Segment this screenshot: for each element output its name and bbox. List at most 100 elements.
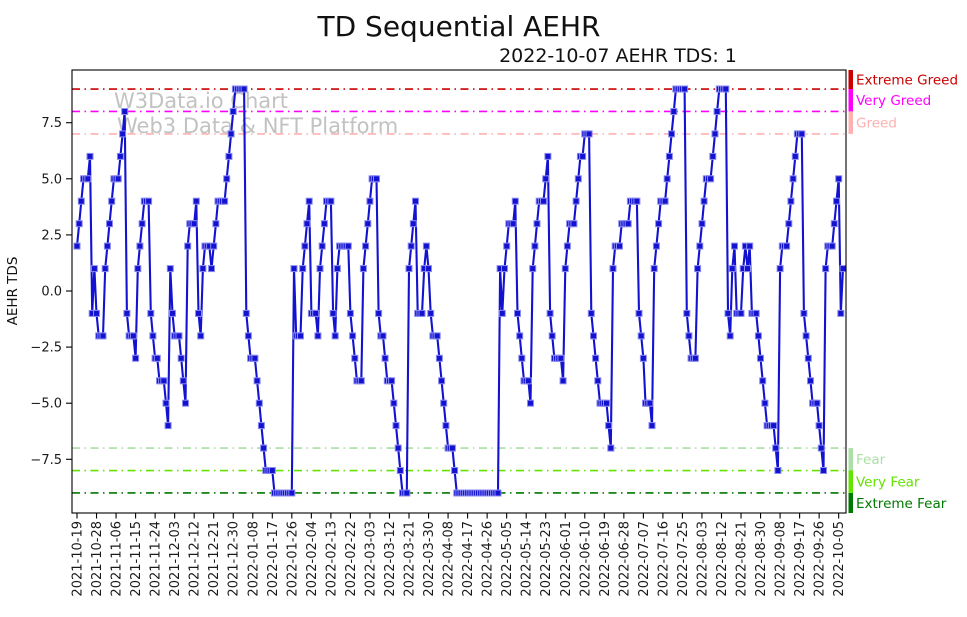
- x-tick-label: 2022-08-30: [754, 521, 769, 597]
- data-point-marker: [373, 175, 380, 183]
- data-point-marker: [366, 197, 374, 205]
- y-tick-label: 7.5: [41, 116, 62, 131]
- data-point-marker: [661, 197, 669, 205]
- data-point-marker: [707, 175, 715, 183]
- data-point-marker: [103, 242, 111, 250]
- data-point-marker: [833, 197, 840, 205]
- data-point-marker: [698, 220, 706, 228]
- data-point-marker: [425, 265, 432, 273]
- data-point-marker: [134, 265, 142, 273]
- data-point-marker: [605, 422, 613, 430]
- data-point-marker: [114, 175, 122, 183]
- data-point-marker: [412, 197, 419, 205]
- data-point-marker: [251, 354, 259, 362]
- threshold-label-greed: Greed: [856, 116, 897, 132]
- x-tick-label: 2022-07-07: [637, 521, 652, 597]
- data-point-marker: [670, 108, 678, 115]
- data-point-marker: [700, 197, 708, 205]
- threshold-label-very-greed: Very Greed: [856, 93, 931, 109]
- x-tick-label: 2022-01-17: [266, 521, 281, 597]
- data-point-marker: [663, 175, 671, 183]
- data-point-marker: [242, 309, 250, 317]
- data-point-marker: [403, 489, 411, 497]
- data-point-marker: [498, 309, 506, 317]
- data-point-marker: [116, 152, 124, 160]
- data-point-marker: [774, 467, 782, 474]
- data-point-marker: [709, 152, 717, 160]
- data-point-marker: [123, 309, 131, 317]
- data-point-marker: [655, 220, 663, 228]
- data-point-marker: [744, 265, 751, 273]
- chart-subtitle: 2022-10-07 AEHR TDS: 1: [499, 45, 737, 67]
- data-point-marker: [351, 354, 359, 362]
- data-point-marker: [435, 354, 443, 362]
- data-point-marker: [820, 467, 827, 474]
- data-point-marker: [835, 175, 843, 183]
- data-point-marker: [590, 332, 597, 340]
- data-point-marker: [119, 130, 127, 138]
- data-point-marker: [516, 332, 524, 340]
- x-tick-label: 2022-10-05: [832, 521, 847, 597]
- data-point-marker: [362, 242, 370, 250]
- data-point-marker: [132, 354, 140, 362]
- data-point-marker: [138, 220, 146, 228]
- data-point-marker: [574, 175, 582, 183]
- data-point-marker: [726, 332, 734, 340]
- data-point-marker: [503, 242, 511, 250]
- data-point-marker: [561, 265, 569, 273]
- data-point-marker: [381, 354, 389, 362]
- data-point-marker: [542, 175, 550, 183]
- x-tick-label: 2021-12-30: [227, 521, 242, 597]
- data-point-marker: [557, 354, 565, 362]
- x-tick-label: 2022-03-12: [383, 521, 398, 597]
- x-tick-label: 2022-06-28: [617, 521, 632, 597]
- data-point-marker: [728, 265, 736, 273]
- data-point-marker: [427, 309, 435, 317]
- data-point-marker: [396, 467, 404, 474]
- data-point-marker: [316, 265, 324, 273]
- data-point-marker: [813, 399, 821, 407]
- data-point-marker: [787, 197, 795, 205]
- x-tick-label: 2021-10-28: [90, 521, 105, 597]
- data-point-marker: [260, 444, 268, 452]
- data-point-marker: [791, 152, 799, 160]
- data-point-marker: [533, 220, 541, 228]
- x-tick-label: 2022-02-13: [324, 521, 339, 597]
- data-point-marker: [798, 130, 806, 138]
- data-point-marker: [90, 265, 98, 273]
- data-point-marker: [297, 332, 304, 340]
- y-axis-label: AEHR TDS: [5, 257, 21, 326]
- data-point-marker: [579, 152, 587, 160]
- data-point-marker: [390, 399, 398, 407]
- threshold-bracket-very-fear: [848, 470, 853, 493]
- data-point-marker: [182, 399, 189, 407]
- data-point-marker: [223, 175, 231, 183]
- data-point-marker: [255, 399, 263, 407]
- data-point-marker: [221, 197, 229, 205]
- data-point-marker: [149, 332, 157, 340]
- data-point-marker: [548, 332, 556, 340]
- data-point-marker: [731, 242, 738, 250]
- data-point-marker: [540, 197, 547, 205]
- data-point-marker: [802, 332, 810, 340]
- data-point-marker: [153, 354, 161, 362]
- data-point-marker: [268, 467, 276, 474]
- x-tick-label: 2022-08-03: [696, 521, 711, 597]
- data-point-marker: [746, 242, 754, 250]
- data-point-marker: [177, 354, 185, 362]
- x-tick-label: 2021-11-06: [110, 521, 125, 597]
- data-point-marker: [164, 422, 172, 430]
- data-point-marker: [761, 399, 769, 407]
- data-point-marker: [518, 354, 526, 362]
- data-point-marker: [544, 152, 552, 160]
- data-point-marker: [616, 242, 623, 250]
- data-point-marker: [559, 377, 567, 385]
- watermark-line2: Web3 Data & NFT Platform: [117, 114, 398, 138]
- data-point-marker: [570, 220, 578, 228]
- x-tick-label: 2022-02-04: [305, 521, 320, 597]
- x-tick-label: 2022-09-08: [774, 521, 789, 597]
- threshold-bracket-extreme-greed: [848, 70, 853, 89]
- data-point-marker: [166, 265, 174, 273]
- y-tick-label: 2.5: [41, 228, 62, 243]
- data-point-marker: [229, 108, 237, 115]
